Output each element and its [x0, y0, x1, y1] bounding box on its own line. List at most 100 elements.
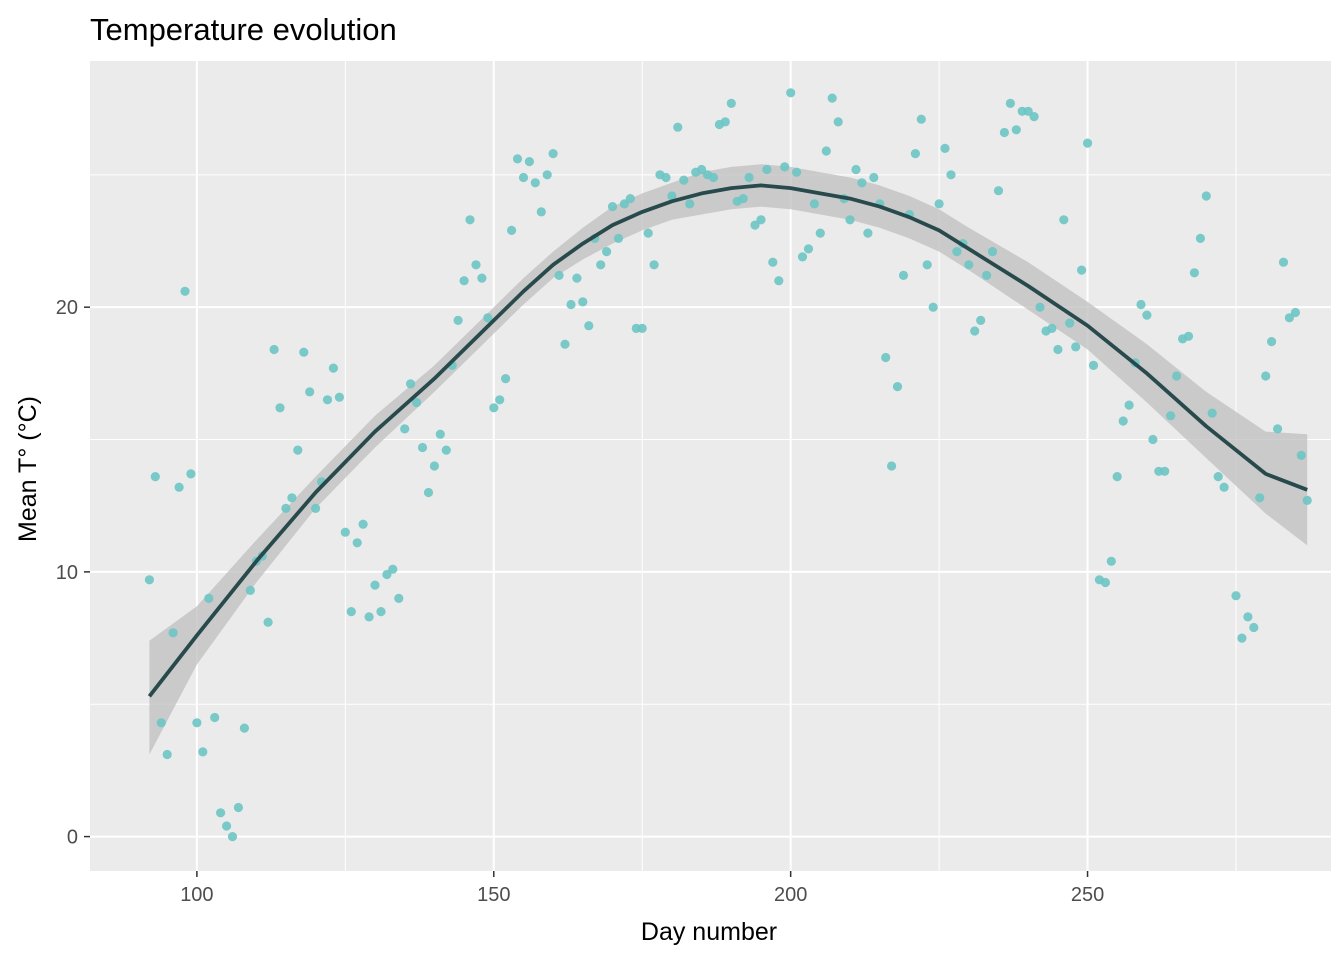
- data-point: [774, 276, 784, 286]
- data-point: [1201, 191, 1211, 201]
- data-point: [881, 352, 891, 363]
- data-point: [1029, 112, 1039, 122]
- data-point: [1296, 450, 1306, 460]
- data-point: [1290, 307, 1300, 318]
- data-point: [1231, 591, 1241, 601]
- data-point: [400, 424, 410, 434]
- data-point: [269, 344, 279, 355]
- data-point: [661, 172, 671, 183]
- y-tick-label: 10: [56, 562, 78, 584]
- smooth-trend-line: [147, 183, 1308, 698]
- data-point: [1172, 371, 1182, 381]
- x-tick-label: 200: [774, 884, 807, 906]
- data-point: [435, 429, 445, 439]
- data-point: [720, 117, 730, 127]
- data-point: [1142, 310, 1152, 320]
- data-point: [625, 194, 635, 204]
- data-point: [417, 442, 428, 453]
- data-point: [423, 487, 434, 498]
- major-gridlines: [90, 61, 1331, 871]
- data-point: [833, 117, 843, 127]
- data-point: [233, 802, 243, 813]
- data-point: [222, 821, 232, 831]
- data-point: [685, 199, 695, 209]
- data-point: [827, 93, 837, 103]
- y-tick-label: 0: [67, 827, 78, 849]
- data-point: [1023, 106, 1033, 116]
- data-point: [673, 122, 683, 132]
- data-point: [1267, 337, 1277, 347]
- data-point: [465, 215, 475, 225]
- data-point: [1166, 411, 1176, 421]
- data-point: [768, 257, 778, 267]
- data-point: [328, 363, 338, 373]
- data-point: [578, 297, 588, 307]
- data-point: [144, 575, 154, 585]
- data-point: [293, 445, 303, 455]
- x-tick-label: 150: [477, 884, 510, 906]
- data-point: [346, 607, 356, 617]
- data-point: [786, 88, 796, 98]
- data-point: [192, 718, 202, 728]
- data-point: [993, 186, 1004, 196]
- data-point: [489, 403, 499, 413]
- data-point: [857, 178, 867, 188]
- x-tick-label: 100: [180, 884, 213, 906]
- data-point: [186, 469, 196, 479]
- chart-title: Temperature evolution: [90, 12, 397, 47]
- data-point: [530, 178, 540, 188]
- data-point: [263, 617, 273, 627]
- data-point: [1195, 233, 1205, 243]
- data-point: [637, 323, 647, 333]
- data-point: [512, 154, 523, 164]
- data-point: [1124, 400, 1134, 410]
- data-point: [762, 164, 772, 175]
- data-point: [245, 585, 255, 596]
- data-point: [1255, 493, 1265, 503]
- data-point: [429, 461, 439, 471]
- data-points: [144, 88, 1312, 842]
- data-point: [928, 302, 938, 312]
- data-point: [406, 379, 416, 389]
- data-point: [964, 260, 974, 270]
- data-point: [281, 503, 291, 513]
- data-point: [453, 315, 463, 325]
- data-point: [809, 199, 820, 209]
- data-point: [1005, 98, 1016, 108]
- data-point: [370, 580, 380, 590]
- data-point: [708, 172, 719, 183]
- data-point: [388, 564, 398, 574]
- data-point: [548, 149, 558, 159]
- data-point: [970, 326, 980, 336]
- data-point: [607, 202, 618, 212]
- data-point: [1219, 482, 1229, 492]
- data-point: [613, 233, 624, 243]
- data-point: [1237, 633, 1247, 643]
- y-axis-title: Mean T° (°C): [14, 396, 42, 542]
- data-point: [1053, 344, 1063, 355]
- data-point: [572, 273, 582, 283]
- data-point: [845, 215, 855, 225]
- data-point: [744, 172, 754, 183]
- data-point: [619, 199, 630, 209]
- data-point: [892, 382, 903, 392]
- data-point: [649, 260, 659, 270]
- data-point: [976, 315, 986, 325]
- data-point: [1189, 268, 1199, 278]
- data-point: [376, 607, 386, 617]
- data-point: [495, 395, 505, 405]
- data-point: [227, 832, 238, 842]
- data-point: [471, 260, 481, 270]
- data-point: [797, 252, 808, 262]
- data-point: [1136, 299, 1146, 310]
- data-point: [305, 387, 315, 397]
- data-point: [726, 98, 736, 108]
- data-point: [334, 392, 344, 402]
- data-point: [358, 519, 368, 529]
- data-point: [477, 273, 487, 283]
- data-point: [340, 527, 350, 537]
- data-point: [156, 718, 166, 728]
- data-point: [1160, 466, 1170, 476]
- data-point: [364, 612, 374, 622]
- data-point: [168, 628, 178, 638]
